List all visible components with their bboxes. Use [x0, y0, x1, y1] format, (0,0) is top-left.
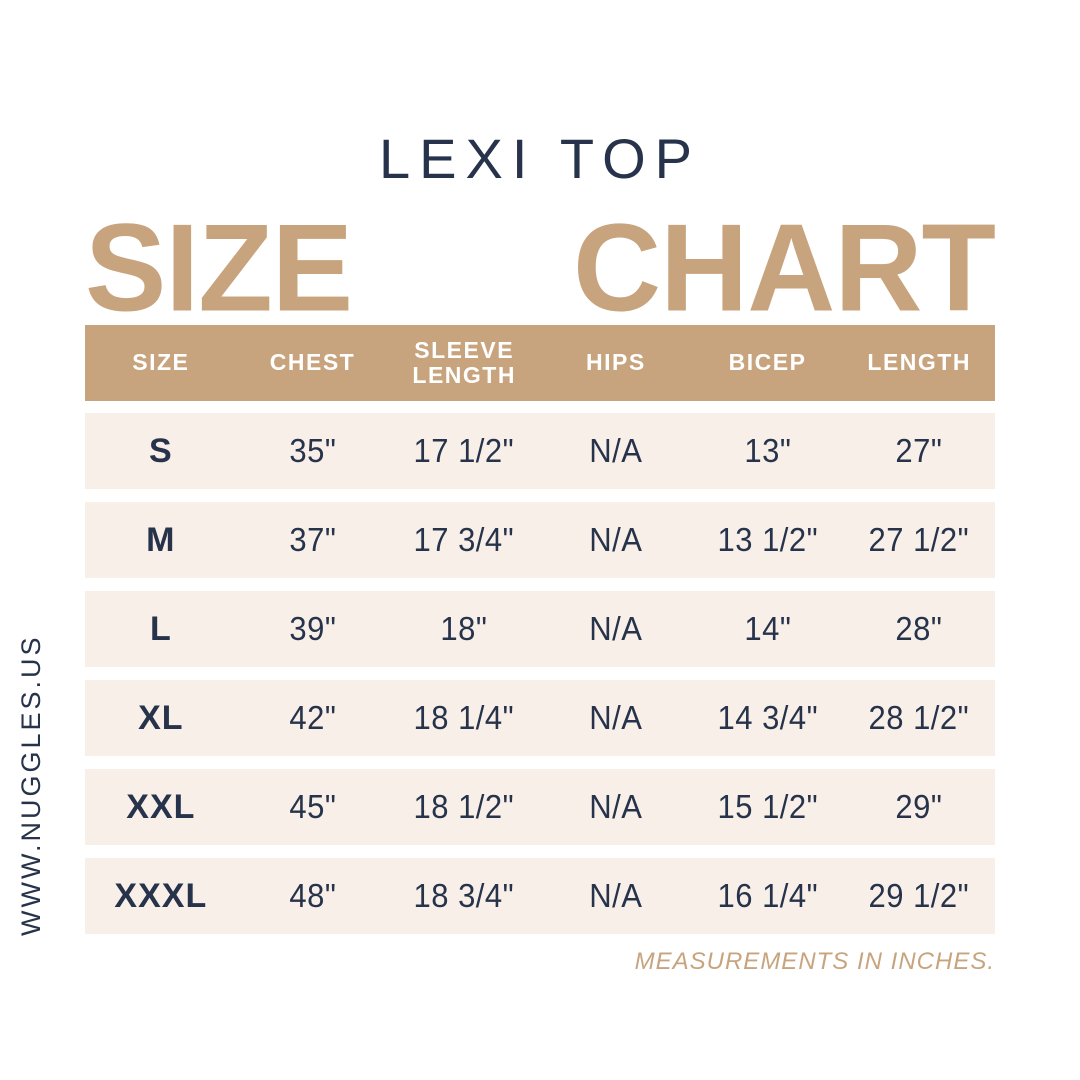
hips-value: N/A	[589, 610, 643, 647]
chest-value: 35"	[289, 432, 336, 469]
hips-value: N/A	[589, 699, 643, 736]
sleeve-length-value: 17 3/4"	[413, 521, 515, 558]
product-title: LEXI TOP	[378, 127, 702, 190]
hips-value: N/A	[589, 521, 643, 558]
table-row-l: L 39" 18" N/A 14" 28"	[85, 591, 995, 667]
hips-value: N/A	[589, 877, 643, 914]
chest-value: 45"	[289, 788, 336, 825]
bicep-value: 13 1/2"	[717, 521, 818, 558]
sleeve-length-value: 17 1/2"	[413, 432, 515, 469]
hips-value: N/A	[589, 788, 643, 825]
length-value: 28 1/2"	[868, 699, 970, 736]
length-value: 27"	[895, 432, 943, 469]
chest-value: 39"	[289, 610, 336, 647]
column-header-hips: HIPS	[586, 349, 646, 376]
column-header-chest: CHEST	[269, 349, 356, 376]
length-value: 28"	[895, 610, 943, 647]
size-label: M	[146, 520, 176, 559]
hero-title-word-size: SIZE	[85, 198, 353, 338]
bicep-value: 14 3/4"	[717, 699, 818, 736]
column-header-size: SIZE	[132, 349, 190, 376]
chest-value: 48"	[289, 877, 336, 914]
size-label: XXXL	[114, 876, 208, 915]
hero-title: SIZE CHART	[85, 198, 996, 338]
table-row-xl: XL 42" 18 1/4" N/A 14 3/4" 28 1/2"	[85, 680, 995, 756]
sleeve-length-value: 18 1/2"	[413, 788, 515, 825]
column-header-length: LENGTH	[867, 349, 971, 376]
length-value: 29 1/2"	[868, 877, 970, 914]
size-label: XL	[138, 698, 184, 737]
measurements-note: MEASUREMENTS IN INCHES.	[634, 948, 995, 975]
hips-value: N/A	[589, 432, 643, 469]
size-label: XXL	[126, 787, 196, 826]
size-label: L	[149, 609, 172, 648]
length-value: 27 1/2"	[868, 521, 970, 558]
size-label: S	[148, 431, 173, 470]
hero-title-word-chart: CHART	[573, 198, 996, 338]
column-header-bicep: BICEP	[728, 349, 807, 376]
chest-value: 42"	[289, 699, 336, 736]
sleeve-length-value: 18 3/4"	[413, 877, 515, 914]
bicep-value: 14"	[744, 610, 791, 647]
chest-value: 37"	[289, 521, 336, 558]
size-table: SIZE CHEST SLEEVE LENGTH HIPS BICEP LENG…	[85, 325, 995, 934]
table-row-xxxl: XXXL 48" 18 3/4" N/A 16 1/4" 29 1/2"	[85, 858, 995, 934]
bicep-value: 16 1/4"	[717, 877, 818, 914]
bicep-value: 15 1/2"	[717, 788, 818, 825]
bicep-value: 13"	[744, 432, 791, 469]
table-row-xxl: XXL 45" 18 1/2" N/A 15 1/2" 29"	[85, 769, 995, 845]
sleeve-length-value: 18"	[440, 610, 488, 647]
length-value: 29"	[895, 788, 943, 825]
website-url-vertical: WWW.NUGGLES.US	[16, 634, 46, 936]
column-header-sleeve-length: SLEEVE LENGTH	[412, 336, 516, 388]
table-header-row: SIZE CHEST SLEEVE LENGTH HIPS BICEP LENG…	[85, 325, 995, 401]
sleeve-length-value: 18 1/4"	[413, 699, 515, 736]
table-row-s: S 35" 17 1/2" N/A 13" 27"	[85, 413, 995, 489]
table-row-m: M 37" 17 3/4" N/A 13 1/2" 27 1/2"	[85, 502, 995, 578]
